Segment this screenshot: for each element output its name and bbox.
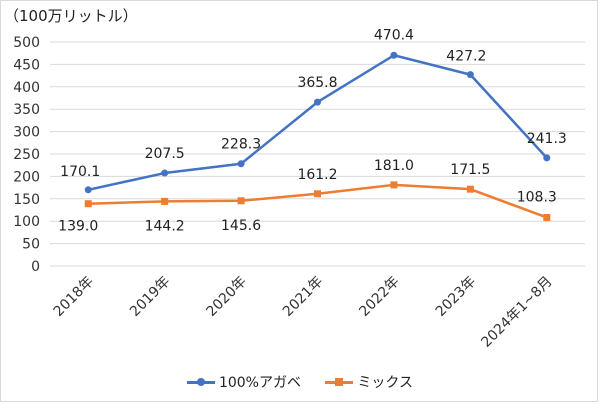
legend-item-series-1: 100%アガベ — [186, 372, 301, 392]
x-tick-label: 2022年 — [356, 274, 402, 320]
data-label: 228.3 — [221, 137, 261, 153]
data-point-marker — [466, 185, 474, 193]
data-label: 161.2 — [297, 167, 337, 183]
data-point-marker — [314, 98, 321, 106]
data-point-marker — [84, 186, 92, 194]
y-tick-label: 200 — [13, 169, 40, 185]
x-tick-label: 2021年 — [280, 274, 326, 320]
data-point-marker — [543, 213, 551, 221]
series-line-2 — [88, 183, 548, 219]
y-tick-label: 150 — [13, 192, 40, 208]
data-point-marker — [161, 197, 169, 205]
y-tick-label: 50 — [22, 237, 40, 253]
x-tick-label: 2020年 — [203, 274, 249, 320]
legend-swatch-series-2 — [325, 376, 354, 388]
legend-swatch-series-1 — [186, 376, 215, 388]
data-label: 145.6 — [221, 218, 261, 234]
data-point-marker — [390, 181, 398, 189]
y-tick-label: 100 — [13, 214, 40, 230]
data-label: 170.1 — [60, 164, 100, 180]
y-tick-label: 450 — [13, 57, 40, 73]
y-tick-label: 400 — [13, 80, 40, 96]
x-tick-label: 2023年 — [433, 274, 479, 320]
legend-label-series-1: 100%アガベ — [218, 375, 301, 391]
y-tick-label: 350 — [13, 102, 40, 118]
data-label: 139.0 — [58, 219, 98, 235]
data-point-marker — [237, 160, 245, 168]
line-chart: 0 50 100 150 200 250 300 350 400 450 500 2018年 2019年… — [13, 27, 585, 351]
data-label: 171.5 — [450, 162, 490, 178]
y-tick-label: 500 — [13, 35, 40, 51]
data-label: 108.3 — [517, 189, 557, 205]
data-label: 207.5 — [145, 146, 185, 162]
legend: 100%アガベ ミックス — [0, 372, 600, 392]
data-label: 470.4 — [374, 27, 414, 43]
data-label: 241.3 — [527, 131, 567, 147]
y-tick-label: 300 — [13, 125, 40, 141]
y-axis-unit-label: （100万リットル） — [4, 7, 138, 25]
y-tick-label: 250 — [13, 147, 40, 163]
y-tick-label: 0 — [31, 259, 40, 275]
data-point-marker — [237, 197, 245, 205]
data-point-marker — [314, 190, 321, 198]
data-label: 427.2 — [446, 49, 486, 65]
x-tick-label: 2019年 — [127, 274, 173, 320]
data-point-marker — [543, 154, 551, 162]
legend-item-series-2: ミックス — [325, 372, 413, 392]
data-point-marker — [466, 71, 474, 79]
legend-label-series-2: ミックス — [357, 375, 414, 391]
data-label: 181.0 — [374, 158, 414, 174]
data-point-marker — [161, 169, 169, 177]
data-point-marker — [390, 51, 398, 59]
x-tick-label: 2024年1~8月 — [478, 274, 555, 351]
data-label: 144.2 — [145, 218, 185, 234]
data-label: 365.8 — [297, 75, 337, 91]
x-tick-label: 2018年 — [51, 274, 97, 320]
data-point-marker — [84, 200, 92, 208]
